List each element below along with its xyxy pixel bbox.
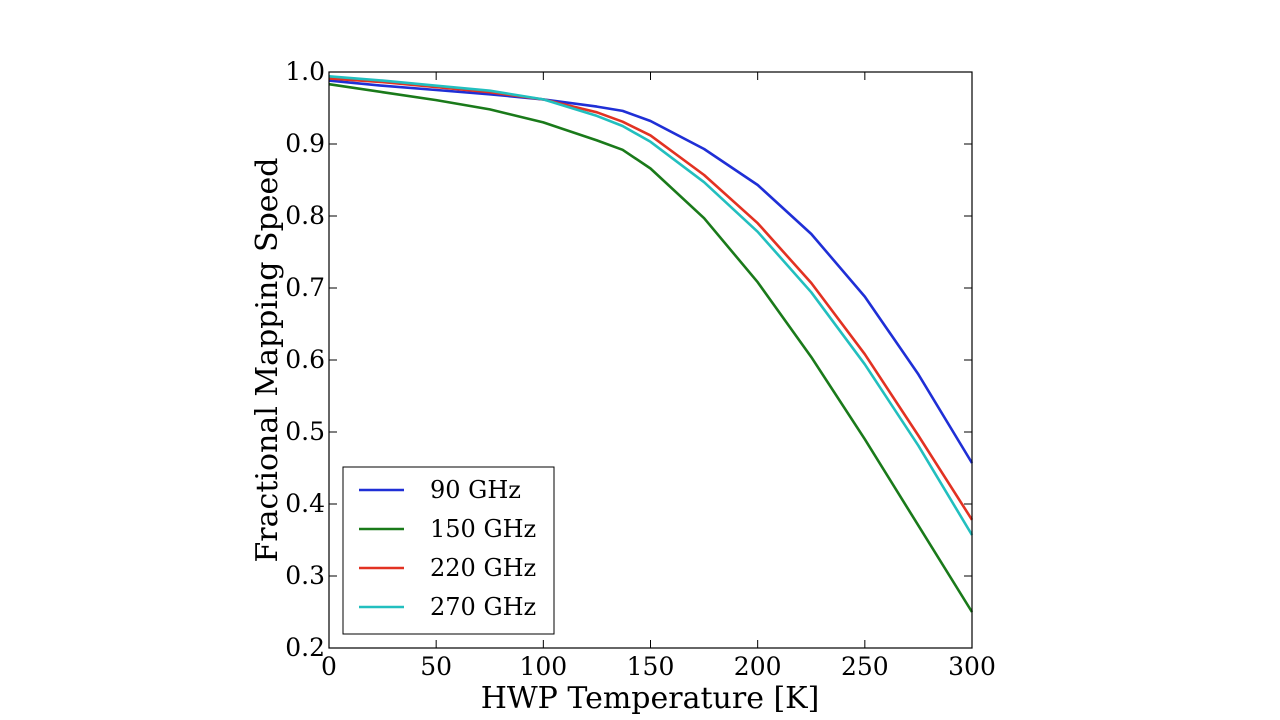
x-tick-label: 200 (734, 652, 782, 681)
legend-label-1: 150 GHz (430, 515, 536, 543)
legend: 90 GHz 150 GHz 220 GHz 270 GHz (342, 466, 555, 635)
y-tick-label: 0.5 (285, 417, 325, 446)
series-layer (328, 75, 974, 613)
y-axis-label: Fractional Mapping Speed (250, 157, 285, 562)
series-line-1 (328, 82, 974, 613)
x-tick-label: 150 (627, 652, 675, 681)
y-tick-label: 0.8 (285, 201, 325, 230)
y-tick-label: 0.4 (285, 489, 325, 518)
y-tick-label: 0.9 (285, 129, 325, 158)
y-tick-label: 0.6 (285, 345, 325, 374)
legend-label-2: 220 GHz (430, 554, 536, 582)
y-tick-label: 0.3 (285, 561, 325, 590)
ticks-layer: 0 50 100 150 200 250 300 0.2 0.3 0.4 0.5 0.6 0.7 0.8 0… (285, 57, 996, 681)
series-line-0 (328, 79, 974, 464)
legend-label-0: 90 GHz (430, 476, 521, 504)
x-axis-label: HWP Temperature [K] (481, 681, 820, 716)
y-tick-label: 1.0 (285, 57, 325, 86)
x-tick-label: 100 (519, 652, 567, 681)
x-tick-label: 0 (321, 652, 337, 681)
series-line-3 (328, 75, 974, 536)
x-tick-label: 300 (948, 652, 996, 681)
y-tick-label: 0.2 (285, 633, 325, 662)
x-tick-label: 50 (420, 652, 452, 681)
y-tick-label: 0.7 (285, 273, 325, 302)
legend-label-3: 270 GHz (430, 593, 536, 621)
series-line-2 (328, 77, 974, 521)
x-tick-label: 250 (841, 652, 889, 681)
